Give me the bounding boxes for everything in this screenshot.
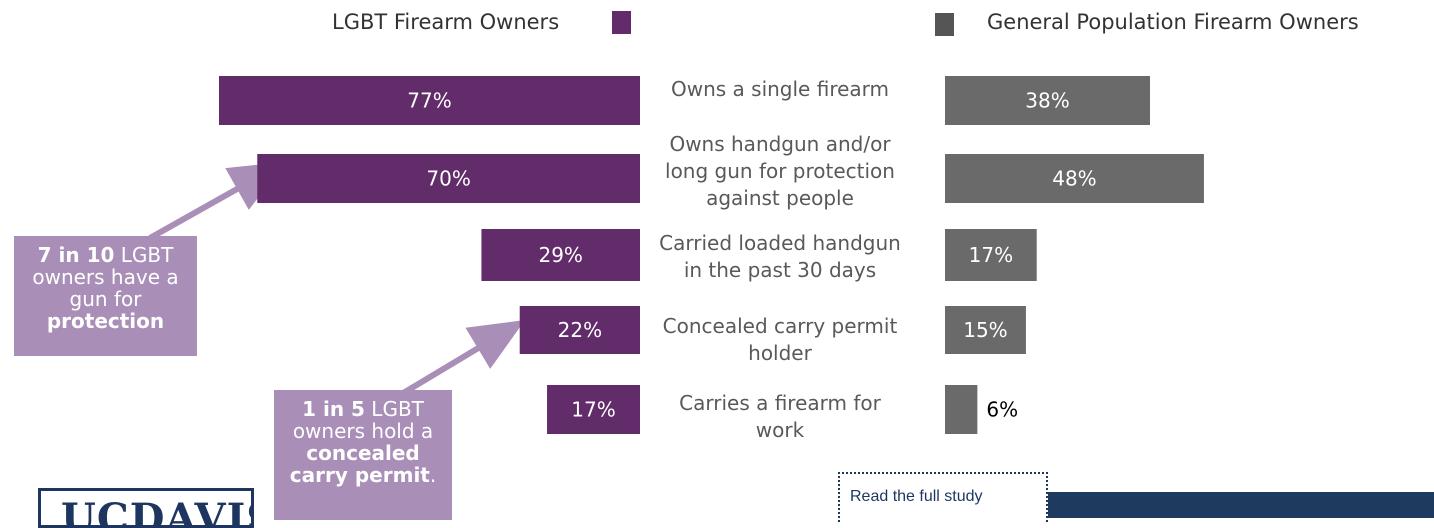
callout-concealed-bold-b: concealed carry permit xyxy=(289,441,430,487)
bar-lgbt-label: 29% xyxy=(538,243,582,267)
callout-concealed-arrow xyxy=(398,320,525,398)
callout-protection-bold-b: protection xyxy=(46,309,165,333)
bar-general-label: 6% xyxy=(986,398,1018,422)
bar-general xyxy=(945,76,1150,125)
read-full-study-link[interactable]: Read the full study xyxy=(838,472,1048,522)
category-label: Owns handgun and/or long gun for protecti… xyxy=(635,131,925,212)
bar-lgbt xyxy=(257,154,640,203)
ucdavis-logo-text: UCDAVIS xyxy=(61,495,251,528)
bar-general xyxy=(945,229,1037,281)
category-label-line: long gun for protection xyxy=(665,159,895,183)
category-label: Carried loaded handgun in the past 30 day… xyxy=(635,230,925,284)
category-label-line: Concealed carry permit xyxy=(662,314,898,338)
bar-general-label: 17% xyxy=(969,243,1013,267)
ucdavis-logo[interactable]: UCDAVIS xyxy=(38,488,254,528)
category-label-line: Owns handgun and/or xyxy=(669,132,891,156)
callout-protection-text-a: LGBT owners have a gun for xyxy=(32,243,179,311)
bar-lgbt-label: 22% xyxy=(558,318,602,342)
category-label-line: Owns a single firearm xyxy=(670,77,890,101)
callout-protection-arrow xyxy=(148,162,285,241)
legend-lgbt-label: LGBT Firearm Owners xyxy=(332,10,560,34)
category-label-line: Carries a firearm for xyxy=(679,391,881,415)
category-label: Concealed carry permit holder xyxy=(635,313,925,367)
bar-general-label: 15% xyxy=(963,318,1007,342)
category-label-line: against people xyxy=(706,186,854,210)
callout-concealed-text-b: . xyxy=(429,463,437,487)
callout-concealed: 1 in 5 LGBT owners hold a concealed carr… xyxy=(274,390,452,520)
legend-general-label: General Population Firearm Owners xyxy=(987,10,1359,34)
bar-general xyxy=(945,306,1026,354)
callout-protection-bold-a: 7 in 10 xyxy=(37,243,115,267)
legend-general-swatch xyxy=(935,13,954,36)
bar-general-label: 38% xyxy=(1025,89,1069,113)
category-label: Carries a firearm for work xyxy=(635,390,925,444)
bar-lgbt xyxy=(547,385,640,434)
category-label-line: work xyxy=(755,418,805,442)
bar-general xyxy=(945,154,1204,203)
bar-lgbt-label: 17% xyxy=(571,398,615,422)
bar-lgbt xyxy=(519,306,640,354)
callout-concealed-bold-a: 1 in 5 xyxy=(302,397,365,421)
bar-general xyxy=(945,385,978,434)
bar-lgbt xyxy=(481,229,640,281)
category-label: Owns a single firearm xyxy=(635,76,925,103)
callout-concealed-text-a: LGBT owners hold a xyxy=(292,397,434,443)
category-label-line: Carried loaded handgun xyxy=(659,231,901,255)
category-label-line: in the past 30 days xyxy=(683,258,877,282)
callout-protection: 7 in 10 LGBT owners have a gun for prote… xyxy=(14,236,197,356)
bar-lgbt xyxy=(219,76,640,125)
bar-general-label: 48% xyxy=(1052,167,1096,191)
bar-lgbt-label: 70% xyxy=(426,167,470,191)
legend-lgbt-swatch xyxy=(612,11,631,34)
category-label-line: holder xyxy=(748,341,812,365)
footer-band xyxy=(1048,492,1434,518)
bar-lgbt-label: 77% xyxy=(407,89,451,113)
